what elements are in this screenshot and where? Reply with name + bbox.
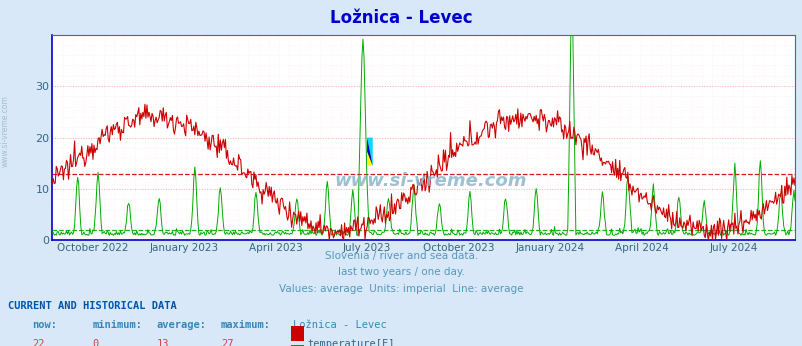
Text: 0: 0 <box>92 339 99 346</box>
Text: 22: 22 <box>32 339 45 346</box>
Text: 27: 27 <box>221 339 233 346</box>
Text: Values: average  Units: imperial  Line: average: Values: average Units: imperial Line: av… <box>279 284 523 294</box>
Text: 13: 13 <box>156 339 169 346</box>
Polygon shape <box>367 137 372 166</box>
Text: last two years / one day.: last two years / one day. <box>338 267 464 277</box>
Polygon shape <box>367 137 372 166</box>
Polygon shape <box>367 137 372 166</box>
Text: now:: now: <box>32 320 57 330</box>
Text: minimum:: minimum: <box>92 320 142 330</box>
Text: www.si-vreme.com: www.si-vreme.com <box>1 95 10 167</box>
Text: CURRENT AND HISTORICAL DATA: CURRENT AND HISTORICAL DATA <box>8 301 176 311</box>
Text: temperature[F]: temperature[F] <box>307 339 395 346</box>
Text: average:: average: <box>156 320 206 330</box>
Text: maximum:: maximum: <box>221 320 270 330</box>
Text: Ložnica - Levec: Ložnica - Levec <box>330 9 472 27</box>
Text: www.si-vreme.com: www.si-vreme.com <box>334 172 526 190</box>
Text: Slovenia / river and sea data.: Slovenia / river and sea data. <box>325 251 477 261</box>
Text: Ložnica - Levec: Ložnica - Levec <box>293 320 387 330</box>
